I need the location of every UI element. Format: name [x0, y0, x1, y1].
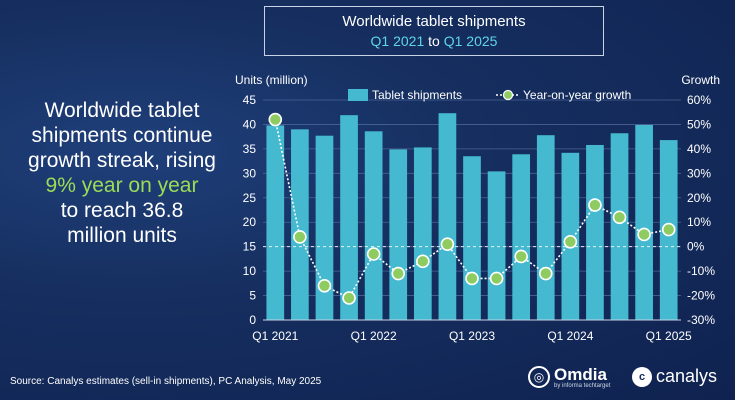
y-tick-label: 25 [243, 191, 257, 205]
y2-axis-title: Growth [681, 73, 720, 87]
y2-tick-label: 50% [687, 117, 711, 131]
omdia-logo-name: Omdia [554, 364, 607, 384]
bar [487, 171, 506, 320]
y-tick-label: 45 [243, 93, 257, 107]
legend-bar-label: Tablet shipments [372, 88, 462, 102]
y-tick-label: 15 [243, 240, 257, 254]
growth-marker [465, 271, 479, 286]
canalys-logo-icon: c [632, 366, 652, 387]
canalys-logo-name: canalys [656, 366, 718, 386]
y2-tick-label: 60% [687, 93, 711, 107]
headline-line-1: Worldwide tablet [44, 99, 200, 122]
y-tick-label: 5 [249, 289, 256, 303]
source-note: Source: Canalys estimates (sell-in shipm… [10, 376, 322, 387]
growth-marker [342, 291, 356, 305]
y2-tick-label: 40% [687, 142, 711, 156]
headline-line-3: growth streak, rising [28, 149, 216, 172]
headline-text: Worldwide tablet shipments continue grow… [8, 98, 236, 248]
y2-tick-label: -20% [687, 289, 715, 303]
axes: 0 5 10 15 20 25 30 35 40 45 -30% -20% -10% 0% 10% 20% 30… [235, 73, 720, 343]
legend-bar-swatch [348, 89, 368, 101]
x-tick-label: Q1 2021 [252, 329, 298, 343]
y-tick-label: 10 [243, 264, 257, 278]
growth-marker [391, 266, 406, 281]
bar [291, 129, 309, 320]
y-axis-title: Units (million) [235, 73, 308, 87]
legend-marker-swatch [502, 89, 514, 101]
x-tick-label: Q1 2024 [547, 329, 593, 343]
growth-marker [538, 266, 553, 281]
bar [463, 156, 481, 320]
bar [635, 124, 653, 320]
headline-line-6: million units [67, 224, 177, 247]
growth-marker [489, 271, 504, 286]
y-tick-label: 40 [243, 117, 257, 131]
chart-subtitle: Q1 2021 to Q1 2025 [265, 33, 603, 49]
x-tick-label: Q1 2022 [351, 329, 397, 343]
growth-marker [366, 247, 381, 261]
bar [536, 135, 555, 320]
growth-marker [637, 227, 651, 242]
growth-line [274, 119, 669, 300]
bar [610, 133, 629, 320]
bar [413, 147, 432, 320]
bar [266, 125, 285, 320]
bar [315, 135, 334, 320]
y2-tick-label: 10% [687, 215, 711, 229]
headline-line-2: shipments continue [31, 124, 213, 147]
omdia-logo: ◎ Omdia by informa techtarget [528, 363, 610, 391]
y-tick-label: 0 [249, 313, 256, 327]
chart-title-box: Worldwide tablet shipments Q1 2021 to Q1… [264, 6, 604, 56]
bar-series [266, 113, 678, 321]
headline-highlight: 9% year on year [45, 174, 199, 197]
headline-line-5: to reach 36.8 [60, 199, 184, 222]
omdia-logo-icon: ◎ [528, 366, 550, 388]
bar [512, 154, 531, 320]
growth-marker [317, 278, 332, 293]
y2-tick-label: 30% [687, 166, 711, 180]
subtitle-start: Q1 2021 [370, 33, 425, 49]
growth-line-series [268, 112, 676, 305]
growth-marker [416, 254, 430, 269]
growth-marker [514, 249, 528, 264]
growth-marker [268, 112, 283, 127]
bar [438, 113, 457, 320]
growth-marker [612, 210, 627, 225]
bar [586, 144, 604, 320]
subtitle-mid: to [428, 33, 440, 49]
canalys-logo: c canalys [632, 366, 717, 387]
growth-marker [293, 230, 307, 244]
y2-tick-label: 0% [687, 240, 705, 254]
y-tick-label: 30 [243, 166, 257, 180]
y-tick-label: 20 [243, 215, 257, 229]
bar [364, 131, 383, 320]
chart-title: Worldwide tablet shipments [342, 13, 526, 30]
x-tick-label: Q1 2023 [449, 329, 495, 343]
x-tick-label: Q1 2025 [646, 329, 692, 343]
bar [340, 115, 358, 321]
y-tick-label: 35 [243, 142, 257, 156]
legend-line-label: Year-on-year growth [523, 88, 631, 102]
omdia-logo-sub: by informa techtarget [554, 382, 611, 389]
growth-marker [440, 237, 455, 252]
bar [389, 149, 408, 320]
growth-marker [661, 222, 676, 237]
y2-tick-label: -10% [687, 264, 715, 278]
legend: Tablet shipments Year-on-year growth [348, 88, 631, 102]
subtitle-end: Q1 2025 [443, 33, 498, 49]
growth-marker [588, 198, 602, 212]
y2-tick-label: 20% [687, 191, 711, 205]
growth-marker [563, 234, 578, 249]
y2-tick-label: -30% [687, 313, 715, 327]
